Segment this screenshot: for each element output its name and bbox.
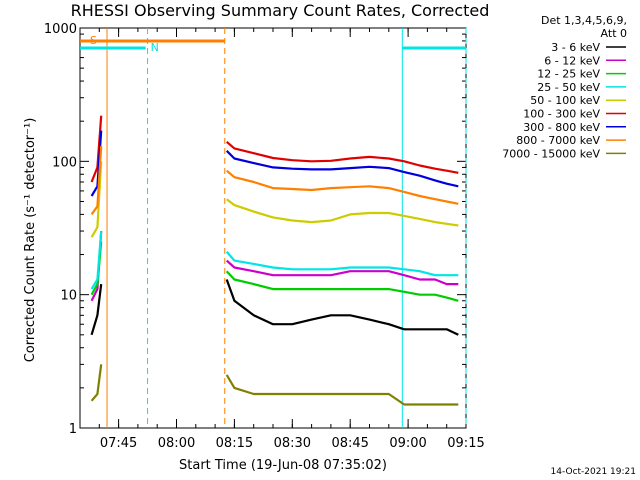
series-line-7 (90, 130, 459, 197)
series-line-2 (90, 231, 459, 302)
legend-label: 25 - 50 keV (537, 81, 600, 94)
y-axis-label: Corrected Count Rate (s⁻¹ detector⁻¹) (23, 118, 38, 363)
y-tick-label: 1 (69, 422, 77, 437)
x-tick-label: 08:45 (331, 436, 368, 451)
legend-label: 800 - 7000 keV (516, 134, 600, 147)
legend-label: 12 - 25 keV (537, 68, 600, 81)
timestamp: 14-Oct-2021 19:21 (551, 467, 636, 477)
series-line-3 (90, 241, 459, 302)
legend-label: 100 - 300 keV (523, 108, 600, 121)
legend-label: 3 - 6 keV (551, 41, 600, 54)
legend-label: 300 - 800 keV (523, 121, 600, 134)
state-flag-label: S (90, 34, 97, 47)
series-line-4 (90, 231, 459, 290)
x-tick-label: 08:30 (274, 436, 311, 451)
legend-label: 6 - 12 keV (544, 54, 600, 67)
legend-label: 7000 - 15000 keV (502, 147, 600, 160)
legend-label: 50 - 100 keV (530, 94, 600, 107)
series-line-1 (90, 279, 459, 336)
legend-header-line-2: Att 0 (601, 27, 627, 40)
series-line-9 (90, 364, 459, 406)
chart-title: RHESSI Observing Summary Count Rates, Co… (71, 1, 490, 20)
x-tick-label: 08:00 (158, 436, 195, 451)
legend-header-line-1: Det 1,3,4,5,6,9, (541, 14, 627, 27)
x-tick-label: 07:45 (100, 436, 137, 451)
plot-area: 1 10 100 1000 07:45 08:00 08:15 08:30 08:45 09:00… (44, 22, 485, 451)
x-tick-label: 09:00 (389, 436, 426, 451)
x-axis-label: Start Time (19-Jun-08 07:35:02) (179, 458, 387, 473)
x-tick-label: 08:15 (216, 436, 253, 451)
x-tick-label: 09:15 (447, 436, 484, 451)
series-line-8 (90, 146, 459, 216)
y-tick-label: 100 (52, 155, 77, 170)
y-tick-label: 10 (60, 289, 77, 304)
plot-frame (79, 27, 467, 429)
state-flag-label: N (151, 41, 159, 54)
y-tick-label: 1000 (44, 22, 77, 37)
series-line-6 (90, 115, 459, 183)
